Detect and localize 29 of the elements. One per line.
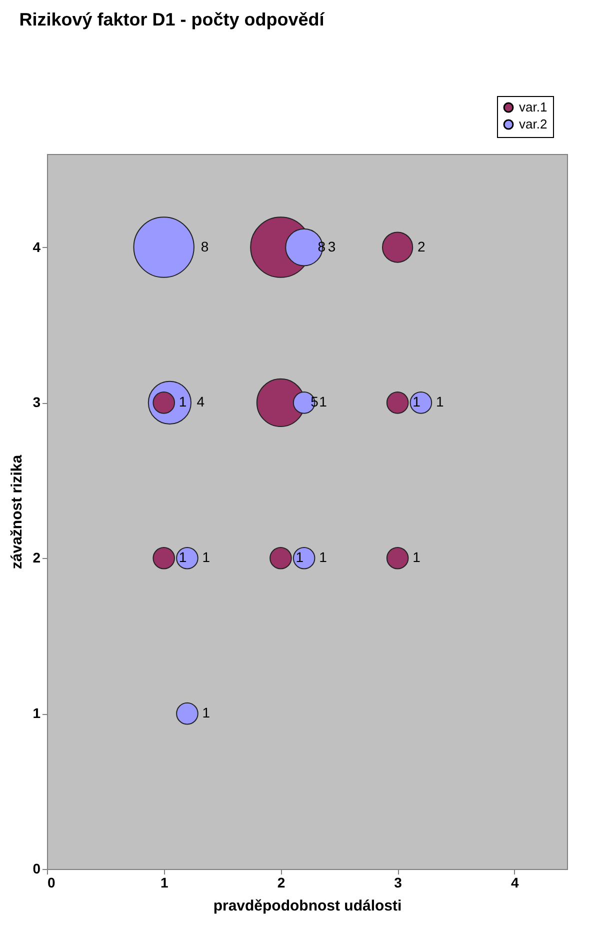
annotation: 1 bbox=[412, 549, 421, 566]
x-tick-label: 0 bbox=[48, 874, 56, 890]
annotation: 3 bbox=[328, 238, 336, 254]
y-tick-label: 3 bbox=[32, 394, 41, 410]
annotation: 1 bbox=[319, 549, 328, 566]
y-tick-label: 1 bbox=[32, 705, 41, 722]
annotation: 1 bbox=[178, 549, 187, 566]
annotation: 8 bbox=[200, 238, 209, 254]
annotation: 1 bbox=[202, 704, 210, 721]
x-tick-label: 1 bbox=[160, 874, 168, 890]
annotation: 1 bbox=[202, 549, 210, 566]
x-tick-label: 2 bbox=[277, 874, 286, 890]
annotation: 1 bbox=[319, 394, 328, 410]
annotation: 1 bbox=[178, 394, 187, 410]
y-tick-label: 4 bbox=[32, 238, 41, 255]
annotation: 4 bbox=[196, 394, 205, 410]
y-tick-label: 2 bbox=[32, 550, 41, 566]
y-tick-label: 0 bbox=[32, 860, 41, 876]
annotation: 2 bbox=[418, 238, 426, 254]
annotation: 1 bbox=[436, 394, 444, 410]
x-axis-title: pravděpodobnost události bbox=[213, 898, 402, 914]
annotation: 1 bbox=[412, 394, 421, 410]
x-tick-label: 4 bbox=[511, 874, 520, 890]
chart-title: Rizikový faktor D1 - počty odpovědí bbox=[19, 10, 326, 30]
legend-label: var.1 bbox=[519, 100, 548, 114]
y-axis-title: závažnost rizika bbox=[8, 454, 26, 570]
annotation: 1 bbox=[296, 549, 304, 566]
legend-label: var.2 bbox=[519, 116, 548, 132]
x-tick-label: 3 bbox=[394, 874, 402, 890]
